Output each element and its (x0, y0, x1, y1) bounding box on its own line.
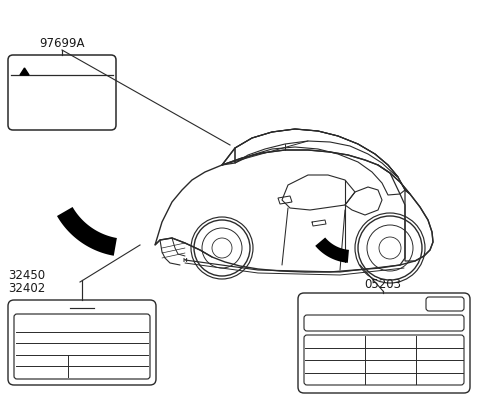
Text: 97699A: 97699A (39, 37, 85, 50)
Polygon shape (57, 207, 117, 256)
Text: 05203: 05203 (364, 278, 401, 291)
Text: H: H (183, 258, 187, 263)
FancyBboxPatch shape (304, 335, 464, 385)
FancyBboxPatch shape (14, 314, 150, 379)
FancyBboxPatch shape (426, 297, 464, 311)
FancyBboxPatch shape (8, 55, 116, 130)
FancyBboxPatch shape (8, 300, 156, 385)
Polygon shape (20, 68, 29, 75)
Polygon shape (315, 238, 349, 263)
Text: 32450: 32450 (8, 269, 45, 282)
FancyBboxPatch shape (304, 315, 464, 331)
Text: 32402: 32402 (8, 282, 45, 295)
FancyBboxPatch shape (298, 293, 470, 393)
